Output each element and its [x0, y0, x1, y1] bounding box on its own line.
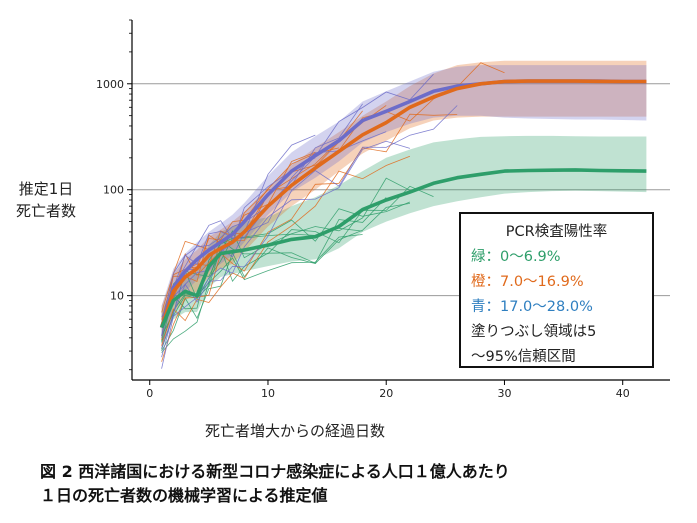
country-trace-1-0	[161, 155, 411, 346]
country-trace-1-5	[161, 113, 458, 362]
country-trace-1-6	[161, 147, 339, 313]
legend-item-orange: 橙：7.0〜16.9%	[471, 274, 584, 290]
y-axis-label-line2: 死亡者数	[15, 202, 76, 220]
tick-labels: 10 100 1000 0 10 20 30 40	[96, 78, 630, 400]
country-trace-2-4	[161, 157, 316, 318]
legend-item-green: 緑：0〜6.9%	[471, 249, 561, 265]
y-axis-label-line1: 推定1日	[18, 180, 74, 198]
country-trace-2-3	[161, 73, 434, 338]
x-axis-label: 死亡者増大からの経過日数	[204, 422, 385, 440]
country-trace-2-6	[161, 134, 316, 336]
legend-title: PCR検査陽性率	[505, 224, 608, 240]
y-axis-label: 推定1日 死亡者数	[6, 178, 86, 222]
caption-line2: １日の死亡者数の機械学習による推定値	[40, 486, 328, 505]
y-tick-label: 1000	[96, 78, 124, 91]
caption-line1: 図 2 西洋諸国における新型コロナ感染症による人口１億人あたり	[40, 462, 510, 481]
y-tick-label: 100	[103, 184, 124, 197]
legend-note-line1: 塗りつぶし領域は5	[471, 324, 597, 340]
x-tick-label: 0	[146, 387, 153, 400]
x-tick-label: 30	[497, 387, 511, 400]
y-tick-label: 10	[110, 290, 124, 303]
country-trace-0-2	[161, 203, 410, 352]
country-trace-0-3	[161, 234, 363, 353]
legend-item-blue: 青：17.0〜28.0%	[471, 299, 593, 315]
x-tick-label: 40	[616, 387, 630, 400]
series-lines	[159, 79, 647, 329]
confidence-band-2	[161, 65, 647, 352]
series-line-1	[159, 79, 647, 329]
confidence-band-0	[161, 135, 647, 338]
x-tick-label: 10	[261, 387, 275, 400]
legend-note-line2: 〜95%信頼区間	[471, 349, 576, 365]
figure-caption: 図 2 西洋諸国における新型コロナ感染症による人口１億人あたり １日の死亡者数の…	[40, 460, 690, 508]
series-line-0	[159, 168, 647, 329]
legend: PCR検査陽性率 緑：0〜6.9% 橙：7.0〜16.9% 青：17.0〜28.…	[459, 212, 654, 368]
x-tick-label: 20	[379, 387, 393, 400]
country-trace-2-5	[161, 140, 411, 369]
axes	[127, 19, 670, 385]
